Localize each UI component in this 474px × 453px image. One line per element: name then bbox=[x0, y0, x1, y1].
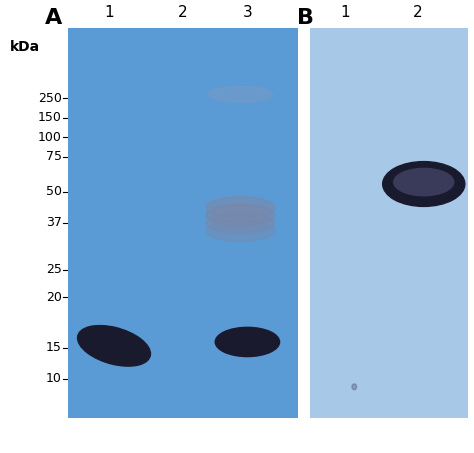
Ellipse shape bbox=[352, 384, 356, 390]
Text: 150: 150 bbox=[38, 111, 62, 124]
Text: 25: 25 bbox=[46, 263, 62, 276]
Ellipse shape bbox=[215, 328, 280, 357]
Text: 15: 15 bbox=[46, 341, 62, 354]
Ellipse shape bbox=[383, 162, 465, 207]
Ellipse shape bbox=[206, 197, 275, 218]
Text: 100: 100 bbox=[38, 131, 62, 144]
Ellipse shape bbox=[208, 87, 273, 102]
Ellipse shape bbox=[206, 212, 275, 234]
Text: 250: 250 bbox=[38, 92, 62, 105]
Text: kDa: kDa bbox=[10, 40, 40, 54]
Text: 10: 10 bbox=[46, 372, 62, 386]
Text: 1: 1 bbox=[105, 5, 114, 20]
Text: 37: 37 bbox=[46, 217, 62, 230]
Ellipse shape bbox=[206, 204, 275, 226]
Text: 50: 50 bbox=[46, 185, 62, 198]
Text: 1: 1 bbox=[340, 5, 349, 20]
Ellipse shape bbox=[78, 326, 150, 366]
Text: A: A bbox=[45, 8, 62, 28]
Text: 20: 20 bbox=[46, 291, 62, 304]
Ellipse shape bbox=[394, 169, 454, 196]
Text: B: B bbox=[297, 8, 314, 28]
Ellipse shape bbox=[206, 220, 275, 241]
Text: 2: 2 bbox=[413, 5, 422, 20]
Text: 2: 2 bbox=[178, 5, 188, 20]
Text: 75: 75 bbox=[46, 150, 62, 163]
Text: 3: 3 bbox=[243, 5, 252, 20]
